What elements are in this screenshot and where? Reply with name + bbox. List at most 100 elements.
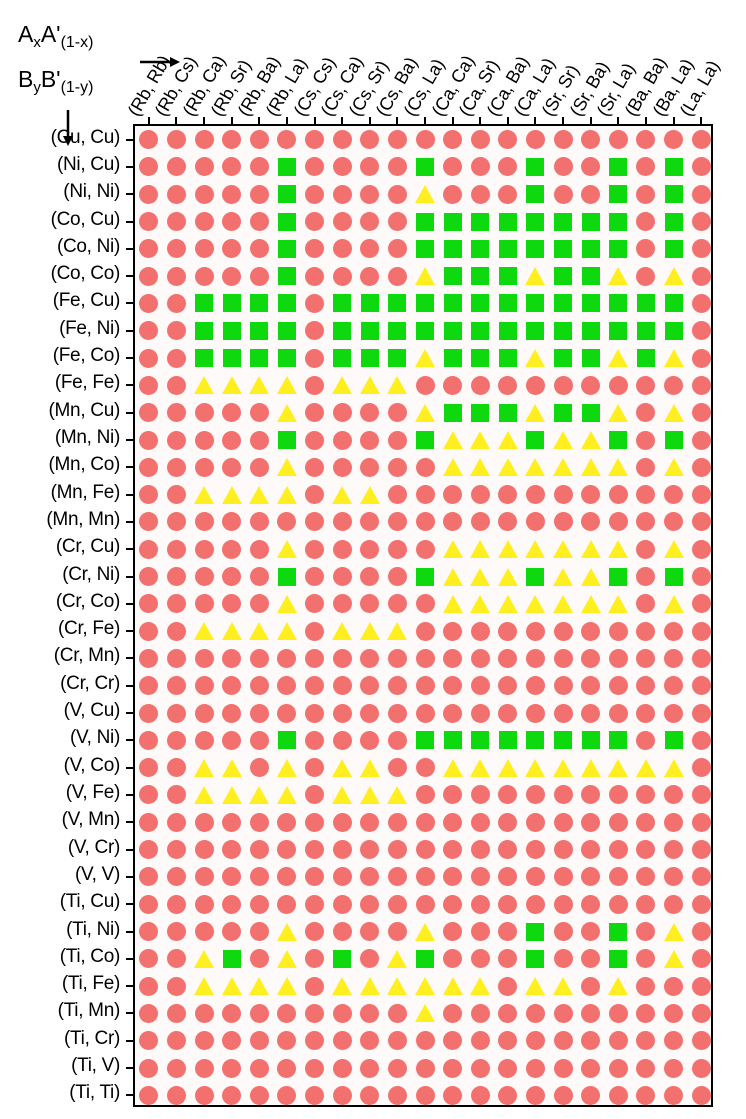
- cell-marker: [194, 1085, 214, 1105]
- circle-marker: [636, 212, 656, 232]
- cell-marker: [636, 485, 656, 505]
- cell-marker: [360, 922, 380, 942]
- row-label: (Ti, Cu): [59, 891, 121, 913]
- cell-marker: [581, 648, 601, 668]
- cell-marker: [332, 976, 353, 996]
- cell-marker: [360, 730, 380, 750]
- cell-marker: [249, 676, 269, 696]
- circle-marker: [194, 512, 214, 532]
- circle-marker: [277, 1058, 297, 1078]
- square-marker: [526, 321, 545, 340]
- cell-marker: [332, 785, 353, 805]
- circle-marker: [498, 1003, 518, 1023]
- y-axis-tick: [126, 493, 135, 496]
- cell-marker: [525, 539, 546, 559]
- cell-marker: [553, 457, 574, 477]
- cell-marker: [470, 375, 490, 395]
- triangle-marker: [553, 977, 574, 996]
- circle-marker: [387, 512, 407, 532]
- cell-marker: [608, 485, 628, 505]
- circle-marker: [139, 867, 159, 887]
- circle-marker: [249, 130, 269, 150]
- circle-marker: [691, 867, 711, 887]
- cell-marker: [443, 130, 463, 150]
- circle-marker: [249, 1085, 269, 1105]
- circle-marker: [664, 785, 684, 805]
- square-marker: [526, 157, 545, 176]
- triangle-marker: [663, 922, 684, 941]
- y-axis-tick: [126, 712, 135, 715]
- triangle-marker: [497, 458, 518, 477]
- y-axis-tick: [126, 411, 135, 414]
- circle-marker: [305, 130, 325, 150]
- circle-marker: [581, 485, 601, 505]
- circle-marker: [581, 949, 601, 969]
- row-label: (Mn, Mn): [46, 508, 120, 530]
- cell-marker: [387, 567, 407, 587]
- cell-marker: [221, 621, 242, 641]
- cell-marker: [415, 758, 435, 778]
- circle-marker: [498, 949, 518, 969]
- cell-marker: [139, 1031, 159, 1051]
- cell-marker: [443, 867, 463, 887]
- square-marker: [526, 212, 545, 231]
- cell-marker: [194, 1031, 214, 1051]
- cell-marker: [387, 648, 407, 668]
- cell-marker: [222, 703, 242, 723]
- cell-marker: [194, 157, 214, 177]
- circle-marker: [664, 375, 684, 395]
- cell-marker: [691, 348, 711, 368]
- square-marker: [443, 349, 462, 368]
- cell-marker: [166, 840, 186, 860]
- row-label: (Cr, Co): [55, 590, 120, 612]
- triangle-marker: [470, 567, 491, 586]
- square-marker: [664, 731, 683, 750]
- circle-marker: [387, 1031, 407, 1051]
- circle-marker: [166, 1085, 186, 1105]
- circle-marker: [139, 457, 159, 477]
- cell-marker: [691, 430, 711, 450]
- circle-marker: [305, 430, 325, 450]
- cell-marker: [166, 949, 186, 969]
- cell-marker: [166, 676, 186, 696]
- cell-marker: [139, 676, 159, 696]
- cell-marker: [443, 785, 463, 805]
- cell-marker: [691, 567, 711, 587]
- circle-marker: [166, 539, 186, 559]
- square-marker: [609, 294, 628, 313]
- cell-marker: [221, 785, 242, 805]
- cell-marker: [139, 157, 159, 177]
- cell-marker: [277, 1003, 297, 1023]
- cell-marker: [305, 184, 325, 204]
- cell-marker: [581, 812, 601, 832]
- circle-marker: [581, 1031, 601, 1051]
- triangle-marker: [359, 622, 380, 641]
- cell-marker: [636, 621, 656, 641]
- y-axis-tick: [126, 138, 135, 141]
- cell-marker: [608, 648, 628, 668]
- circle-marker: [222, 539, 242, 559]
- cell-marker: [305, 758, 325, 778]
- circle-marker: [691, 239, 711, 259]
- cell-marker: [277, 648, 297, 668]
- x-axis-tick: [644, 117, 647, 126]
- triangle-marker: [359, 977, 380, 996]
- cell-marker: [415, 512, 435, 532]
- circle-marker: [166, 949, 186, 969]
- circle-marker: [139, 758, 159, 778]
- cell-marker: [360, 949, 380, 969]
- cell-marker: [553, 1003, 573, 1023]
- square-marker: [222, 349, 241, 368]
- circle-marker: [581, 157, 601, 177]
- cell-marker: [553, 130, 573, 150]
- cell-marker: [580, 758, 601, 778]
- circle-marker: [498, 703, 518, 723]
- cell-marker: [139, 1058, 159, 1078]
- triangle-marker: [663, 403, 684, 422]
- cell-marker: [139, 567, 159, 587]
- cell-marker: [387, 976, 408, 996]
- circle-marker: [277, 130, 297, 150]
- cell-marker: [442, 976, 463, 996]
- square-marker: [498, 267, 517, 286]
- cell-marker: [664, 703, 684, 723]
